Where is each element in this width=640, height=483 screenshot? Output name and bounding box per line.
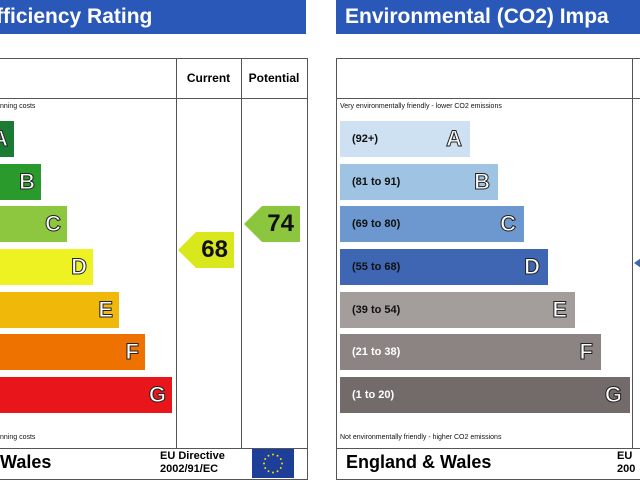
band-range: (39 to 54) [352,304,401,316]
co2-eu-directive: EU 200 [617,450,635,476]
band-letter: F [579,339,593,365]
co2-title-bar: Environmental (CO2) Impa [336,0,640,34]
band-letter: A [0,126,8,152]
co2-rating-arrow [634,256,640,270]
divider [336,98,640,99]
band-range: (69 to 80) [352,218,401,230]
divider [0,98,307,99]
energy-title-bar: fficiency Rating [0,0,306,34]
energy-title: fficiency Rating [0,5,153,28]
band-letter: D [524,254,541,280]
potential-header: Potential [248,71,300,85]
energy-band-c: C [0,206,67,242]
band-range: (55 to 68) [352,261,401,273]
energy-footer-region: Wales [0,452,52,472]
band-letter: E [552,297,568,323]
band-letter: F [125,339,139,365]
band-letter: G [148,382,166,408]
energy-top-note: nning costs [0,103,36,110]
band-range: (92+) [352,133,378,145]
eu-line1: EU Directive [160,450,225,462]
energy-band-d: D [0,249,93,285]
co2-band-d: (55 to 68) D [340,249,548,285]
current-rating-value: 68 [201,236,228,263]
band-letter: B [474,169,491,195]
band-letter: A [446,126,463,152]
co2-bottom-note: Not environmentally friendly - higher CO… [340,434,502,441]
co2-top-note: Very environmentally friendly - lower CO… [340,103,502,110]
band-letter: G [604,382,622,408]
energy-bottom-note: nning costs [0,434,36,441]
co2-band-a: (92+) A [340,121,470,157]
divider [336,448,640,449]
co2-footer-region: England & Wales [346,452,492,472]
energy-band-b: B [0,164,41,200]
co2-band-c: (69 to 80) C [340,206,524,242]
band-letter: C [45,211,62,237]
divider [632,58,633,448]
current-header: Current [186,71,231,85]
band-letter: D [71,254,88,280]
energy-band-e: E [0,292,119,328]
eu-line2: 200 [617,463,636,475]
energy-band-g: G [0,377,172,413]
co2-band-b: (81 to 91) B [340,164,498,200]
eu-line1: EU [617,450,633,462]
band-range: (1 to 20) [352,389,395,401]
co2-band-g: (1 to 20) G [340,377,630,413]
co2-band-e: (39 to 54) E [340,292,575,328]
eu-line2: 2002/91/EC [160,463,219,475]
divider [241,58,242,448]
band-letter: E [98,297,114,323]
divider [0,448,307,449]
band-letter: B [19,169,36,195]
divider [176,58,177,448]
potential-rating-value: 74 [267,210,294,237]
band-letter: C [500,211,517,237]
energy-band-f: F [0,334,145,370]
band-range: (21 to 38) [352,346,401,358]
co2-title: Environmental (CO2) Impa [345,5,609,28]
energy-band-a: A [0,121,14,157]
eu-flag-icon [252,449,294,478]
eu-directive: EU Directive 2002/91/EC [160,450,225,476]
co2-band-f: (21 to 38) F [340,334,601,370]
band-range: (81 to 91) [352,176,401,188]
